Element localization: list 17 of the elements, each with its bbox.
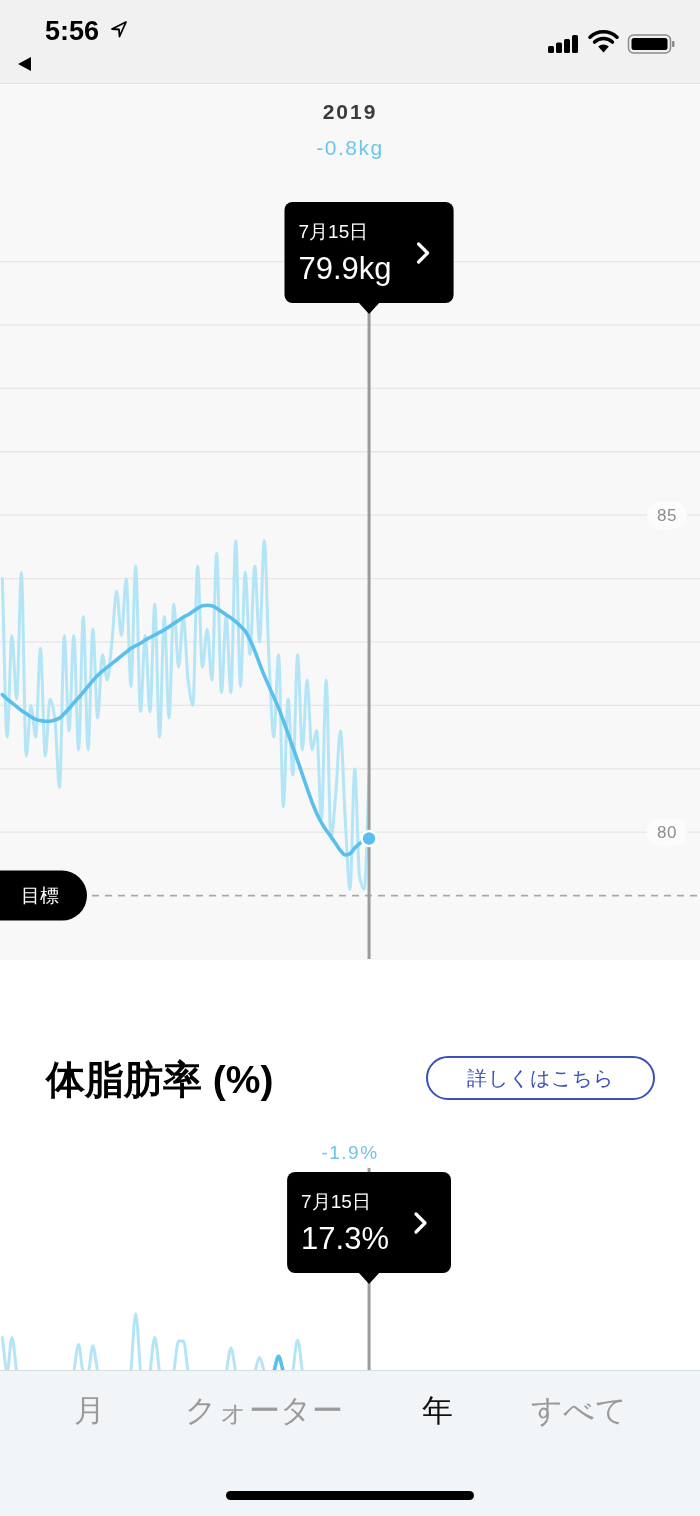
text: 5:56: [45, 16, 100, 46]
text: すべて: [531, 1392, 627, 1428]
annotation: 79.9kg: [298, 251, 392, 286]
text: 2019: [322, 100, 378, 123]
ref-line-label: 目標: [21, 885, 59, 907]
chart-title: 体脂肪率 (%): [44, 1058, 274, 1101]
text: クォーター: [185, 1392, 343, 1428]
annotation: 7月15日: [298, 221, 369, 242]
y-tick-label: 80: [657, 822, 677, 842]
text: 月: [73, 1392, 105, 1428]
text: 詳しくはこちら: [467, 1067, 614, 1089]
text: 17.3%: [301, 1221, 389, 1256]
chart-subtitle: -1.9%: [321, 1142, 379, 1163]
y-tick-label: 85: [657, 505, 677, 525]
text: 7月15日: [301, 1191, 371, 1212]
text: 年: [421, 1392, 453, 1428]
text: -0.8kg: [316, 136, 384, 159]
